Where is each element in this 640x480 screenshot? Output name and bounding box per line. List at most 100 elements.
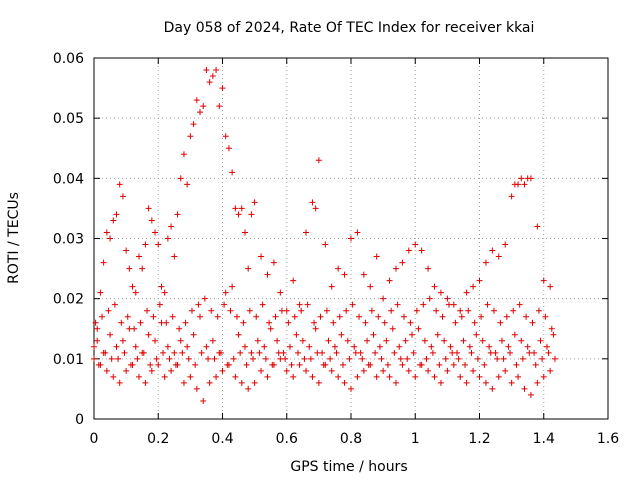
data-point — [224, 361, 231, 368]
data-point — [293, 331, 300, 338]
data-point — [526, 349, 533, 356]
data-point — [161, 373, 168, 380]
data-point — [500, 355, 507, 362]
data-point — [209, 73, 216, 80]
data-point — [328, 367, 335, 374]
data-point — [333, 349, 340, 356]
data-point — [396, 343, 403, 350]
data-point — [507, 349, 514, 356]
data-point — [100, 259, 107, 266]
data-point — [190, 331, 197, 338]
data-point — [256, 349, 263, 356]
data-point — [248, 349, 255, 356]
data-point — [508, 193, 515, 200]
data-point — [421, 337, 428, 344]
data-point — [180, 151, 187, 158]
data-point — [473, 331, 480, 338]
data-point — [341, 379, 348, 386]
data-point — [235, 331, 242, 338]
data-point — [184, 343, 191, 350]
data-point — [476, 373, 483, 380]
data-point — [148, 217, 155, 224]
data-point — [521, 181, 528, 188]
data-point — [134, 355, 141, 362]
data-point — [540, 277, 547, 284]
data-point — [142, 379, 149, 386]
data-point — [547, 367, 554, 374]
data-point — [277, 289, 284, 296]
data-point — [551, 355, 558, 362]
data-point — [314, 349, 321, 356]
data-point — [119, 337, 126, 344]
data-point — [447, 343, 454, 350]
data-point — [290, 277, 297, 284]
data-point — [505, 343, 512, 350]
data-point — [354, 373, 361, 380]
data-point — [392, 379, 399, 386]
data-point — [219, 85, 226, 92]
data-point — [261, 343, 268, 350]
data-point — [540, 373, 547, 380]
data-point — [457, 373, 464, 380]
data-point — [375, 313, 382, 320]
data-point — [245, 265, 252, 272]
data-point — [490, 307, 497, 314]
y-tick-label: 0.06 — [53, 51, 84, 67]
y-tick-label: 0.02 — [53, 292, 84, 308]
data-point — [550, 331, 557, 338]
data-point — [246, 307, 253, 314]
data-point — [258, 253, 265, 260]
data-point — [466, 343, 473, 350]
data-point — [203, 343, 210, 350]
data-point — [177, 337, 184, 344]
data-point — [206, 79, 213, 86]
data-point — [470, 367, 477, 374]
data-point — [364, 337, 371, 344]
data-point — [397, 355, 404, 362]
y-tick-label: 0.03 — [53, 232, 84, 248]
data-point — [441, 337, 448, 344]
data-point — [405, 367, 412, 374]
data-point — [187, 373, 194, 380]
data-point — [188, 307, 195, 314]
data-point — [164, 235, 171, 242]
data-point — [534, 223, 541, 230]
data-point — [171, 253, 178, 260]
data-point — [110, 373, 117, 380]
data-point — [508, 379, 515, 386]
data-point — [537, 337, 544, 344]
data-point — [367, 283, 374, 290]
data-point — [542, 313, 549, 320]
data-point — [407, 319, 414, 326]
data-point — [484, 301, 491, 308]
data-point — [412, 373, 419, 380]
data-point — [145, 331, 152, 338]
data-point — [172, 361, 179, 368]
x-tick-label: 0 — [90, 431, 99, 447]
data-point — [123, 367, 130, 374]
axis-ticks — [93, 57, 609, 420]
data-point — [482, 379, 489, 386]
data-point — [169, 313, 176, 320]
data-point — [320, 361, 327, 368]
data-point — [373, 253, 380, 260]
data-point — [258, 367, 265, 374]
data-point — [137, 319, 144, 326]
data-point — [155, 361, 162, 368]
data-point — [241, 229, 248, 236]
data-point — [156, 301, 163, 308]
data-point — [232, 205, 239, 212]
data-point — [139, 265, 146, 272]
data-point — [532, 361, 539, 368]
data-point — [264, 271, 271, 278]
data-point — [348, 385, 354, 392]
data-point — [410, 349, 417, 356]
data-point — [418, 247, 425, 254]
data-point — [482, 259, 489, 266]
data-point — [152, 229, 159, 236]
data-point — [113, 343, 120, 350]
data-point — [135, 253, 142, 260]
data-point — [487, 349, 494, 356]
data-point — [539, 355, 546, 362]
data-point — [494, 355, 501, 362]
